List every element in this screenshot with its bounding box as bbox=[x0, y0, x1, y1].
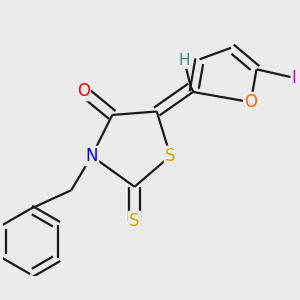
Text: I: I bbox=[292, 69, 297, 87]
Text: N: N bbox=[85, 147, 98, 165]
Text: H: H bbox=[178, 53, 190, 68]
Text: S: S bbox=[165, 147, 176, 165]
Text: O: O bbox=[77, 82, 90, 100]
Text: S: S bbox=[129, 212, 140, 230]
Text: O: O bbox=[244, 93, 257, 111]
